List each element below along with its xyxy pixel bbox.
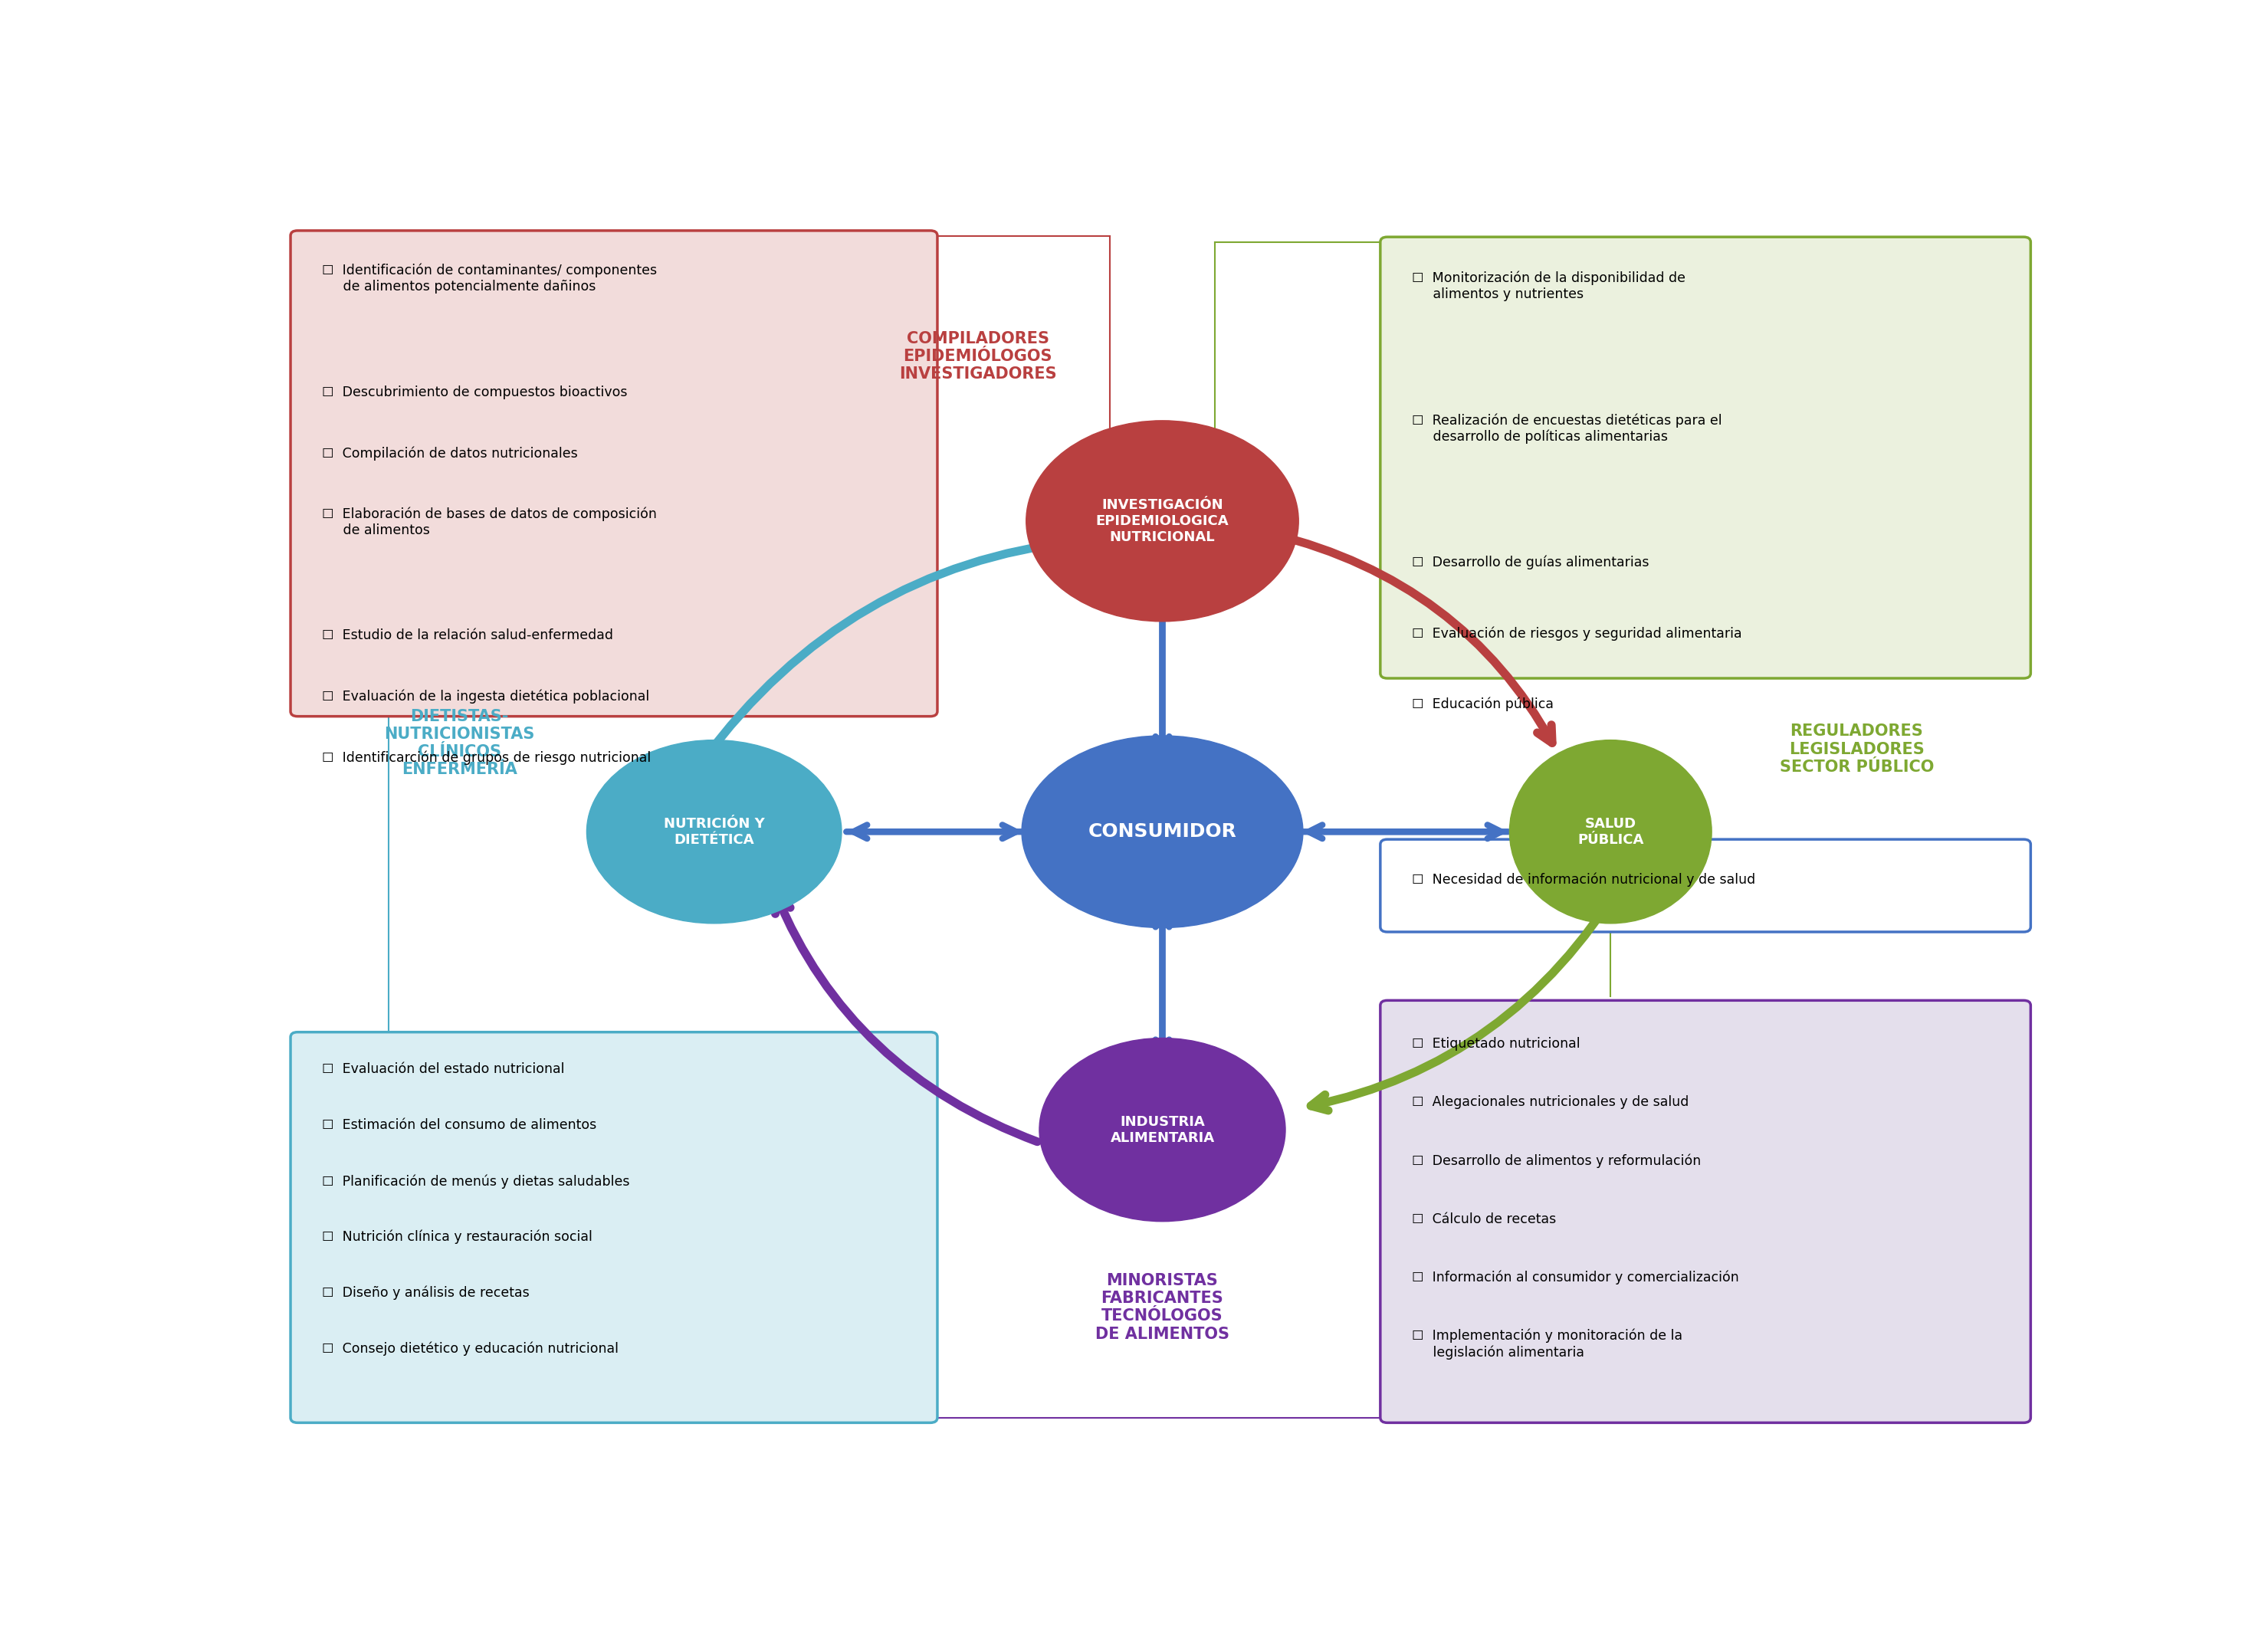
Text: ☐  Evaluación de riesgos y seguridad alimentaria: ☐ Evaluación de riesgos y seguridad alim… xyxy=(1413,626,1742,641)
Ellipse shape xyxy=(1025,420,1300,621)
FancyArrowPatch shape xyxy=(1154,914,1170,1061)
Text: ☐  Desarrollo de guías alimentarias: ☐ Desarrollo de guías alimentarias xyxy=(1413,555,1649,570)
Text: NUTRICIÓN Y
DIETÉTICA: NUTRICIÓN Y DIETÉTICA xyxy=(665,817,764,847)
Text: INVESTIGACIÓN
EPIDEMIOLOGICA
NUTRICIONAL: INVESTIGACIÓN EPIDEMIOLOGICA NUTRICIONAL xyxy=(1095,497,1229,544)
Text: ☐  Estimación del consumo de alimentos: ☐ Estimación del consumo de alimentos xyxy=(322,1118,596,1131)
Text: ☐  Identificación de contaminantes/ componentes
     de alimentos potencialmente: ☐ Identificación de contaminantes/ compo… xyxy=(322,264,658,293)
FancyArrowPatch shape xyxy=(1302,825,1501,838)
Text: ☐  Educación pública: ☐ Educación pública xyxy=(1413,697,1554,712)
Ellipse shape xyxy=(1510,740,1712,924)
Text: ☐  Descubrimiento de compuestos bioactivos: ☐ Descubrimiento de compuestos bioactivo… xyxy=(322,385,628,399)
FancyBboxPatch shape xyxy=(1381,1000,2030,1423)
Text: MINORISTAS
FABRICANTES
TECNÓLOGOS
DE ALIMENTOS: MINORISTAS FABRICANTES TECNÓLOGOS DE ALI… xyxy=(1095,1273,1229,1342)
Text: INDUSTRIA
ALIMENTARIA: INDUSTRIA ALIMENTARIA xyxy=(1109,1115,1216,1145)
FancyArrowPatch shape xyxy=(1154,603,1170,758)
Text: COMPILADORES
EPIDEMIÓLOGOS
INVESTIGADORES: COMPILADORES EPIDEMIÓLOGOS INVESTIGADORE… xyxy=(898,331,1057,382)
Text: ☐  Cálculo de recetas: ☐ Cálculo de recetas xyxy=(1413,1212,1556,1225)
Text: ☐  Estudio de la relación salud-enfermedad: ☐ Estudio de la relación salud-enfermeda… xyxy=(322,629,612,642)
Text: ☐  Diseño y análisis de recetas: ☐ Diseño y análisis de recetas xyxy=(322,1286,531,1299)
Text: REGULADORES
LEGISLADORES
SECTOR PÚBLICO: REGULADORES LEGISLADORES SECTOR PÚBLICO xyxy=(1780,725,1935,774)
Ellipse shape xyxy=(1021,736,1302,927)
FancyArrowPatch shape xyxy=(703,535,1077,761)
FancyBboxPatch shape xyxy=(1381,237,2030,679)
Text: ☐  Implementación y monitoración de la
     legislación alimentaria: ☐ Implementación y monitoración de la le… xyxy=(1413,1329,1683,1359)
Text: ☐  Nutrición clínica y restauración social: ☐ Nutrición clínica y restauración socia… xyxy=(322,1230,592,1243)
Text: ☐  Información al consumidor y comercialización: ☐ Información al consumidor y comerciali… xyxy=(1413,1270,1740,1285)
FancyBboxPatch shape xyxy=(290,231,937,716)
Ellipse shape xyxy=(587,740,841,924)
Text: ☐  Evaluación del estado nutricional: ☐ Evaluación del estado nutricional xyxy=(322,1062,565,1077)
FancyArrowPatch shape xyxy=(853,825,1023,838)
Text: ☐  Desarrollo de alimentos y reformulación: ☐ Desarrollo de alimentos y reformulació… xyxy=(1413,1155,1701,1168)
FancyBboxPatch shape xyxy=(290,1033,937,1423)
Text: SALUD
PÚBLICA: SALUD PÚBLICA xyxy=(1579,817,1644,847)
FancyArrowPatch shape xyxy=(776,896,1036,1141)
Text: DIETISTAS-
NUTRICIONISTAS
CLÍNICOS
ENFERMERÍA: DIETISTAS- NUTRICIONISTAS CLÍNICOS ENFER… xyxy=(383,708,535,777)
Text: ☐  Etiquetado nutricional: ☐ Etiquetado nutricional xyxy=(1413,1038,1581,1051)
Text: ☐  Compilación de datos nutricionales: ☐ Compilación de datos nutricionales xyxy=(322,446,578,461)
Text: ☐  Necesidad de información nutricional y de salud: ☐ Necesidad de información nutricional y… xyxy=(1413,873,1755,886)
Text: ☐  Identificarción de grupos de riesgo nutricional: ☐ Identificarción de grupos de riesgo nu… xyxy=(322,751,651,764)
FancyArrowPatch shape xyxy=(1154,906,1170,1054)
Text: CONSUMIDOR: CONSUMIDOR xyxy=(1089,822,1236,842)
FancyArrowPatch shape xyxy=(1311,881,1622,1110)
FancyArrowPatch shape xyxy=(1309,825,1508,838)
Text: ☐  Elaboración de bases de datos de composición
     de alimentos: ☐ Elaboración de bases de datos de compo… xyxy=(322,507,658,537)
Text: ☐  Realización de encuestas dietéticas para el
     desarrollo de políticas alim: ☐ Realización de encuestas dietéticas pa… xyxy=(1413,413,1721,443)
FancyArrowPatch shape xyxy=(1154,596,1170,749)
Text: ☐  Consejo dietético y educación nutricional: ☐ Consejo dietético y educación nutricio… xyxy=(322,1342,619,1355)
FancyArrowPatch shape xyxy=(1272,534,1551,743)
Ellipse shape xyxy=(1039,1038,1286,1222)
FancyBboxPatch shape xyxy=(1381,840,2030,932)
Text: ☐  Planificación de menús y dietas saludables: ☐ Planificación de menús y dietas saluda… xyxy=(322,1174,631,1189)
Text: ☐  Alegacionales nutricionales y de salud: ☐ Alegacionales nutricionales y de salud xyxy=(1413,1095,1690,1110)
Text: ☐  Monitorización de la disponibilidad de
     alimentos y nutrientes: ☐ Monitorización de la disponibilidad de… xyxy=(1413,272,1685,301)
FancyArrowPatch shape xyxy=(846,825,1016,838)
Text: ☐  Evaluación de la ingesta dietética poblacional: ☐ Evaluación de la ingesta dietética pob… xyxy=(322,690,649,703)
